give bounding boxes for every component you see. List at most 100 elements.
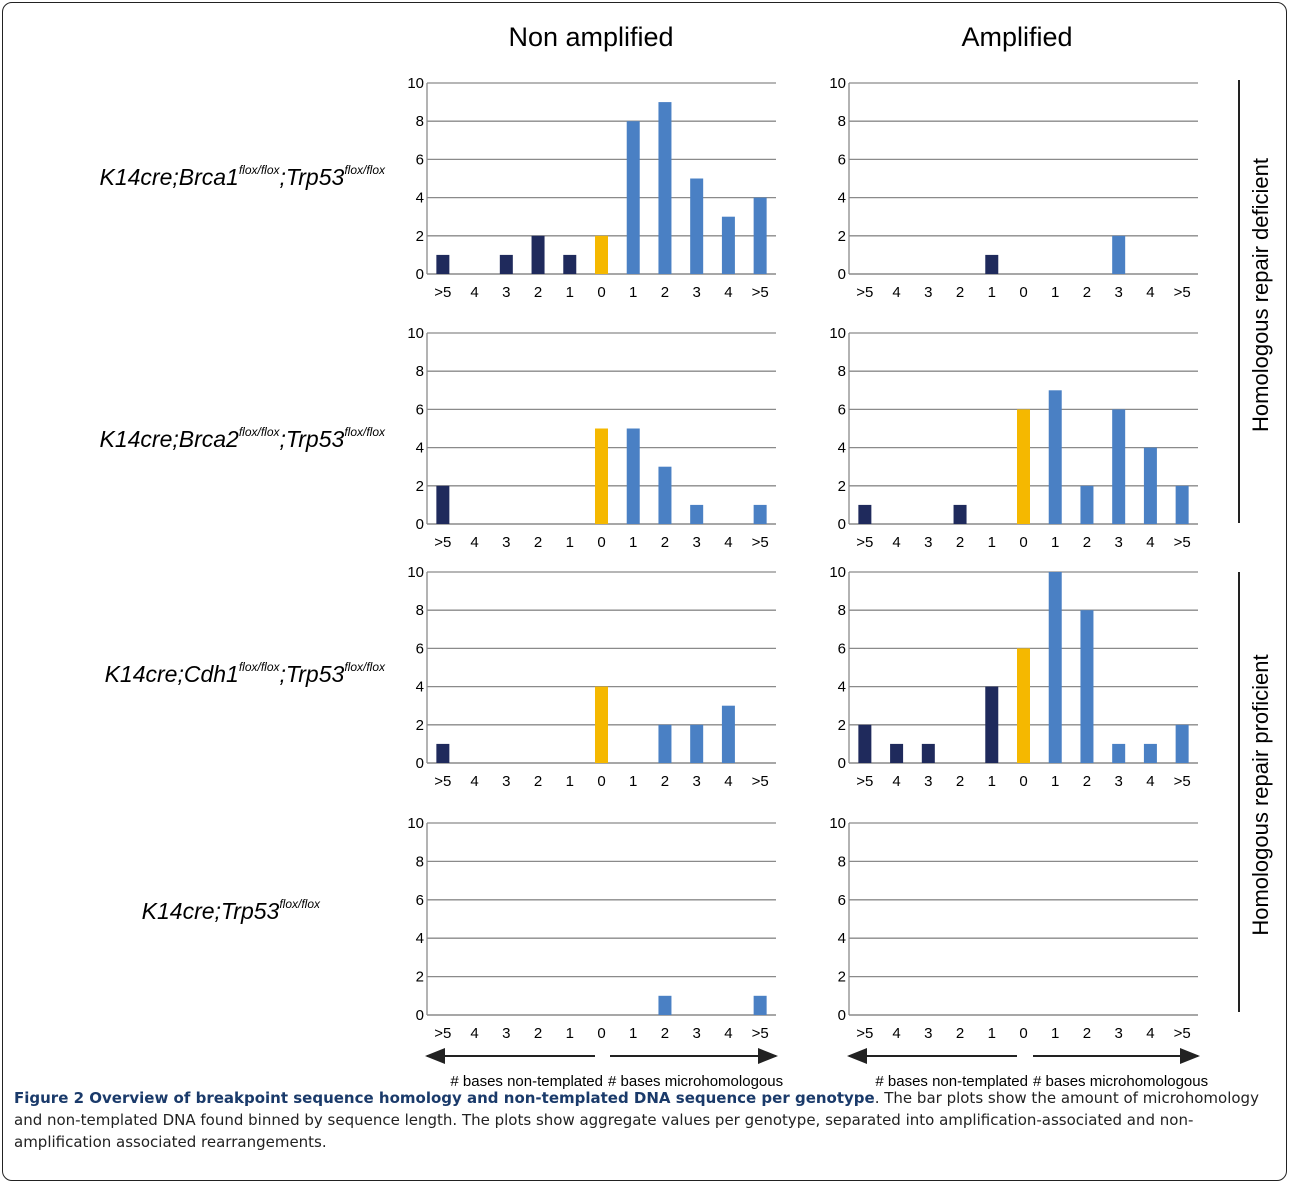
y-tick-label: 10	[407, 75, 424, 92]
x-tick-label: 4	[892, 284, 900, 301]
bar	[658, 724, 672, 763]
arrow-label-microhomologous: # bases microhomologous	[1033, 1073, 1208, 1090]
x-tick-label: 4	[1146, 1025, 1154, 1042]
x-tick-label: >5	[434, 284, 451, 301]
x-tick-label: >5	[856, 773, 873, 790]
y-tick-label: 6	[416, 151, 424, 168]
x-tick-label: 2	[661, 1025, 669, 1042]
bar	[436, 485, 450, 524]
x-tick-label: 2	[1083, 284, 1091, 301]
x-tick-label: 3	[1115, 773, 1123, 790]
x-tick-label: 3	[502, 1025, 510, 1042]
bar	[1143, 743, 1157, 763]
bar	[985, 686, 999, 763]
x-tick-label: 2	[956, 1025, 964, 1042]
x-tick-label: 1	[566, 284, 574, 301]
x-tick-label: >5	[856, 284, 873, 301]
x-tick-label: >5	[752, 534, 769, 551]
x-tick-label: 2	[534, 773, 542, 790]
x-tick-label: 0	[1019, 534, 1027, 551]
x-tick-label: 1	[629, 1025, 637, 1042]
y-tick-label: 10	[407, 564, 424, 581]
x-tick-label: 0	[597, 773, 605, 790]
y-tick-label: 4	[838, 190, 846, 207]
x-tick-label: 1	[1051, 1025, 1059, 1042]
y-tick-label: 4	[838, 679, 846, 696]
x-tick-label: 1	[988, 773, 996, 790]
bar	[953, 504, 967, 524]
x-tick-label: 1	[988, 284, 996, 301]
bar	[1048, 390, 1062, 524]
y-tick-label: 0	[416, 516, 424, 533]
x-tick-label: 4	[892, 773, 900, 790]
y-tick-label: 0	[416, 755, 424, 772]
bar	[753, 995, 767, 1015]
y-tick-label: 10	[407, 325, 424, 342]
x-tick-label: >5	[434, 1025, 451, 1042]
y-tick-label: 0	[416, 1007, 424, 1024]
y-tick-label: 2	[416, 228, 424, 245]
arrow-label-non-templated: # bases non-templated	[450, 1073, 603, 1090]
y-tick-label: 6	[838, 151, 846, 168]
y-tick-label: 4	[838, 440, 846, 457]
genotype-label-brca1: K14cre;Brca1flox/flox;Trp53flox/flox	[99, 163, 385, 190]
y-tick-label: 2	[838, 478, 846, 495]
x-tick-label: 1	[988, 1025, 996, 1042]
y-tick-label: 2	[416, 478, 424, 495]
y-tick-label: 10	[407, 815, 424, 832]
x-tick-label: 4	[892, 534, 900, 551]
y-tick-label: 0	[838, 266, 846, 283]
y-tick-label: 2	[416, 969, 424, 986]
y-tick-label: 10	[829, 815, 846, 832]
y-tick-label: 8	[416, 602, 424, 619]
x-tick-label: >5	[434, 773, 451, 790]
x-tick-label: 4	[470, 1025, 478, 1042]
x-tick-label: 4	[724, 284, 732, 301]
figure-caption: Figure 2 Overview of breakpoint sequence…	[14, 1087, 1276, 1153]
caption-body: . The bar plots show the amount of micro…	[14, 1089, 1259, 1151]
bar	[1175, 485, 1189, 524]
y-tick-label: 4	[416, 440, 424, 457]
x-tick-label: 4	[1146, 773, 1154, 790]
bar	[436, 743, 450, 763]
y-tick-label: 8	[838, 602, 846, 619]
bar	[1112, 409, 1126, 524]
x-tick-label: 4	[1146, 284, 1154, 301]
x-tick-label: 1	[566, 773, 574, 790]
side-rule-proficient	[1238, 572, 1240, 1012]
y-tick-label: 2	[838, 228, 846, 245]
y-tick-label: 4	[838, 930, 846, 947]
y-tick-label: 10	[829, 325, 846, 342]
bar	[658, 102, 672, 274]
genotype-label-brca2: K14cre;Brca2flox/flox;Trp53flox/flox	[99, 425, 385, 452]
x-tick-label: 3	[693, 284, 701, 301]
x-tick-label: 2	[661, 284, 669, 301]
bar	[658, 995, 672, 1015]
bar	[858, 724, 872, 763]
column-title-non-amplified: Non amplified	[508, 22, 674, 52]
x-tick-label: 4	[470, 773, 478, 790]
bar	[1143, 447, 1157, 524]
y-tick-label: 8	[416, 363, 424, 380]
x-tick-label: 3	[502, 284, 510, 301]
y-tick-label: 10	[829, 564, 846, 581]
x-tick-label: 3	[1115, 284, 1123, 301]
genotype-label-trp53: K14cre;Trp53flox/flox	[141, 897, 320, 924]
y-tick-label: 4	[416, 930, 424, 947]
bar	[1080, 485, 1094, 524]
bar	[890, 743, 904, 763]
y-tick-label: 10	[829, 75, 846, 92]
x-tick-label: >5	[752, 773, 769, 790]
x-tick-label: 2	[956, 773, 964, 790]
x-tick-label: 1	[629, 534, 637, 551]
y-tick-label: 8	[838, 363, 846, 380]
bar	[658, 466, 672, 524]
bar	[858, 504, 872, 524]
x-tick-label: 0	[597, 534, 605, 551]
